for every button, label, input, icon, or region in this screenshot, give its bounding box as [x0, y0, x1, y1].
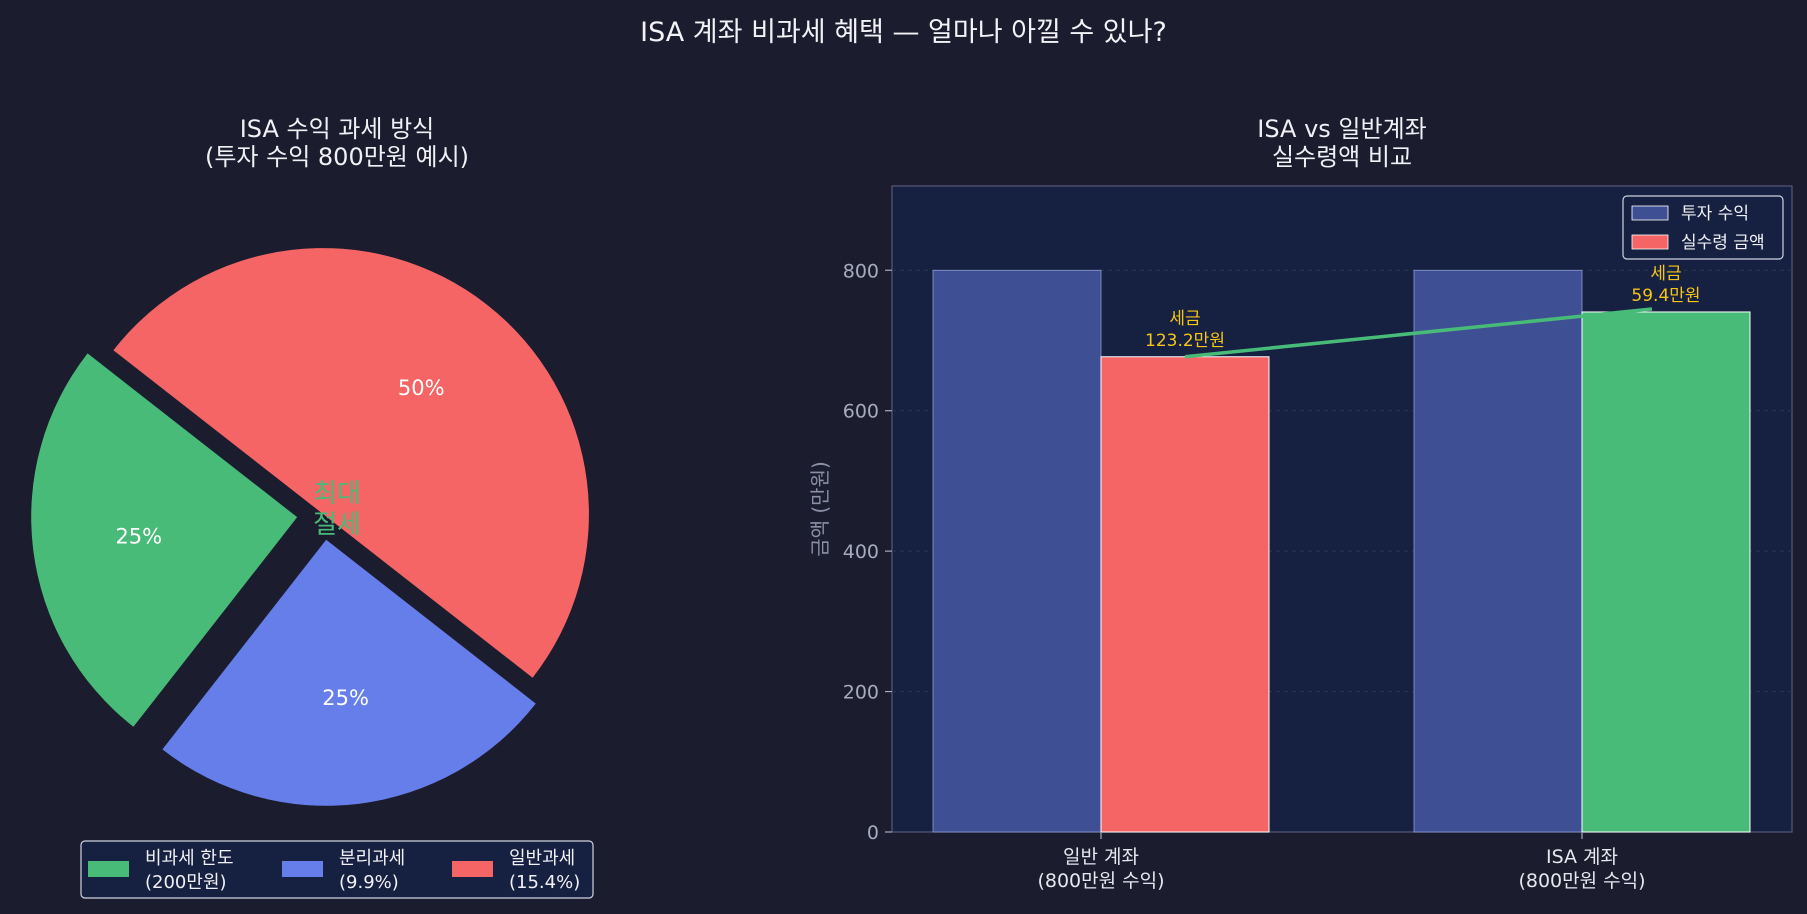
figure-suptitle: ISA 계좌 비과세 혜택 — 얼마나 아낄 수 있나? [640, 17, 1167, 48]
bar-tax-label-line-1: 세금 [1169, 309, 1200, 329]
bar-x-tick-label-line-1: ISA 계좌 [1546, 846, 1618, 868]
pie-legend-swatch [282, 861, 323, 877]
pie-legend-label-line-2: (200만원) [145, 872, 227, 893]
bar-x-tick-label-line-1: 일반 계좌 [1063, 846, 1139, 868]
bar-tax-label-line-1: 세금 [1650, 264, 1681, 284]
bar-bars [932, 269, 1751, 833]
pie-slice [113, 248, 589, 678]
pie-legend-label-line-2: (9.9%) [339, 872, 399, 893]
pie-legend-items: 비과세 한도 (200만원) 분리과세 (9.9%) 일반과세 (15.4%) [88, 848, 580, 893]
bar-y-tick-label: 800 [843, 260, 879, 282]
bar-legend-label: 실수령 금액 [1681, 233, 1765, 253]
bar-title-line-2: 실수령액 비교 [1272, 143, 1412, 171]
pie-pct-labels: 25% 25% 50% [115, 376, 444, 710]
bar-investment-return [932, 269, 1102, 833]
bar-y-tick-label: 600 [843, 401, 879, 423]
bar-investment-return [1413, 269, 1583, 833]
bar-gridlines [892, 269, 1792, 693]
pie-slice [31, 353, 298, 727]
pie-pct-label: 50% [398, 376, 445, 400]
pie-center-note-line-1: 최대 [313, 479, 361, 509]
pie-legend: 비과세 한도 (200만원) 분리과세 (9.9%) 일반과세 (15.4%) [80, 840, 594, 899]
bar-legend-swatch [1631, 205, 1669, 221]
pie-legend-label-line-1: 일반과세 [509, 848, 575, 869]
bar-x-tick-label-line-2: (800만원 수익) [1037, 870, 1164, 892]
bar-legend-swatch [1631, 234, 1669, 250]
bar-y-axis-label: 금액 (만원) [808, 461, 832, 557]
bar-connector-line [1184, 307, 1653, 359]
pie-legend-label-line-1: 분리과세 [339, 848, 405, 869]
bar-y-tick-label: 0 [867, 822, 879, 844]
pie-slice [162, 539, 536, 806]
bar-title-line-1: ISA vs 일반계좌 [1257, 115, 1426, 143]
pie-legend-frame [80, 840, 594, 899]
bar-y-tick-label: 200 [843, 682, 879, 704]
bar-tax-label-line-2: 59.4만원 [1631, 286, 1700, 306]
pie-pct-label: 25% [115, 525, 162, 549]
bar-x-tick-label-line-2: (800만원 수익) [1518, 870, 1645, 892]
pie-panel: ISA 수익 과세 방식 (투자 수익 800만원 예시) 25%25%50% … [31, 115, 594, 899]
pie-slices [31, 248, 589, 806]
pie-title-line-1: ISA 수익 과세 방식 [240, 115, 435, 143]
pie-legend-label-line-2: (15.4%) [509, 872, 580, 893]
bar-tax-label-line-2: 123.2만원 [1145, 331, 1225, 351]
bar-net-received [1581, 311, 1751, 833]
bar-net-received [1100, 356, 1270, 833]
bar-legend-label: 투자 수익 [1681, 204, 1749, 224]
bar-y-tick-label: 400 [843, 541, 879, 563]
pie-legend-swatch [88, 861, 129, 877]
pie-center-note-line-2: 절세 [313, 510, 361, 540]
pie-legend-label-line-1: 비과세 한도 [145, 848, 234, 869]
pie-legend-swatch [452, 861, 493, 877]
pie-title-line-2: (투자 수익 800만원 예시) [205, 143, 469, 171]
pie-pct-label: 25% [322, 686, 369, 710]
